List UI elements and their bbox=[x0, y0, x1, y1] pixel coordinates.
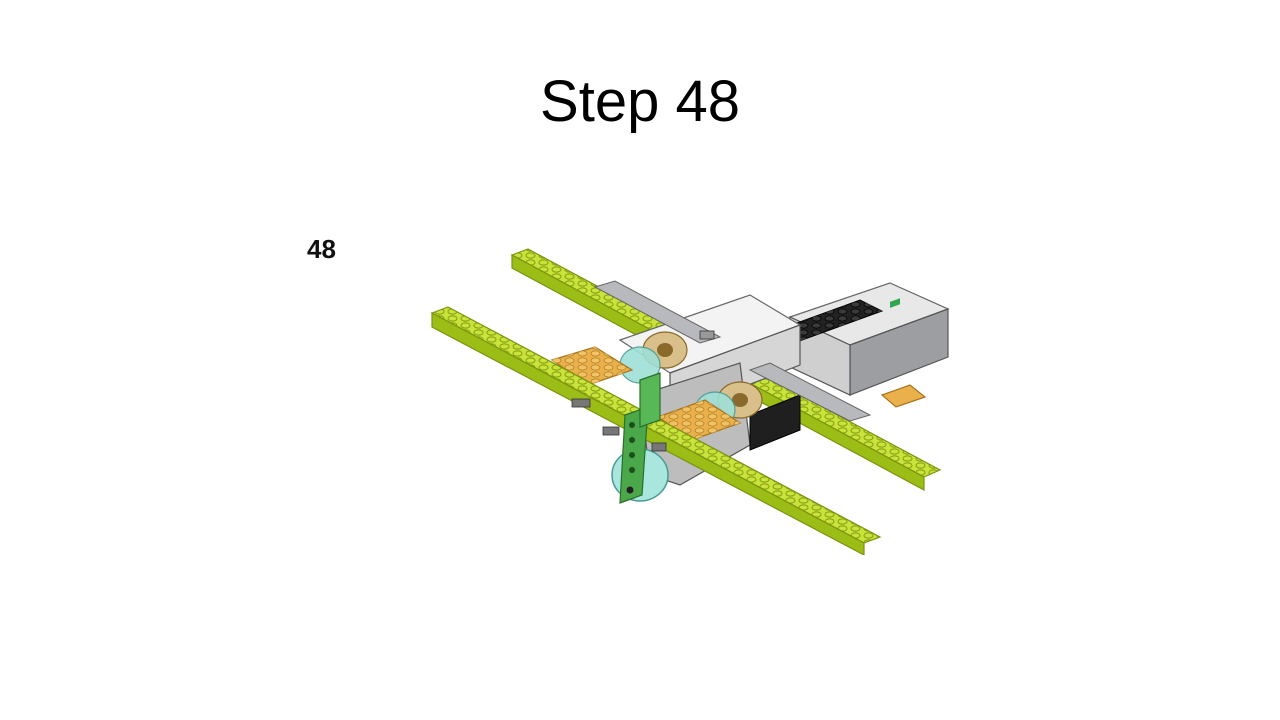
lego-model-illustration bbox=[430, 248, 950, 555]
crank-lever bbox=[611, 372, 669, 504]
slide-title: Step 48 bbox=[540, 69, 740, 134]
axle-bars bbox=[593, 280, 872, 422]
front-lime-beam bbox=[430, 306, 882, 555]
pins bbox=[571, 330, 715, 452]
step-number: 48 bbox=[307, 234, 336, 264]
